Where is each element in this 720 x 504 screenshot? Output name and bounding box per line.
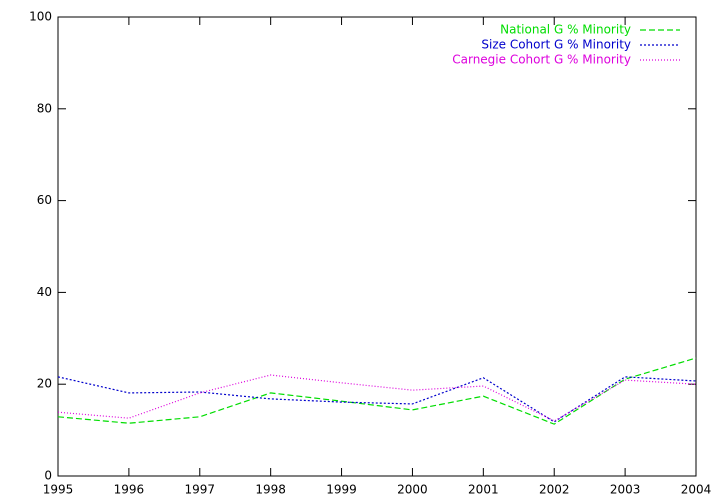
x-tick-label: 2003 [610,483,641,497]
legend-label: Size Cohort G % Minority [481,38,631,52]
x-tick-label: 1998 [255,483,286,497]
y-tick-label: 100 [29,10,52,24]
x-tick-label: 1999 [326,483,357,497]
y-tick-label: 20 [37,377,52,391]
x-tick-label: 2000 [397,483,428,497]
series-line [57,376,697,423]
legend-label: Carnegie Cohort G % Minority [452,53,631,67]
y-tick-label: 80 [37,101,52,115]
legend-label: National G % Minority [500,23,631,37]
plot-frame [57,16,697,477]
x-tick-label: 2004 [681,483,712,497]
series-line [57,374,697,422]
y-tick-label: 0 [44,469,52,483]
x-tick-label: 1995 [43,483,74,497]
series-line [57,357,697,425]
x-tick-label: 1997 [185,483,216,497]
y-tick-label: 40 [37,285,52,299]
x-tick-label: 2002 [539,483,570,497]
x-tick-label: 2001 [468,483,499,497]
x-tick-label: 1996 [114,483,145,497]
y-tick-label: 60 [37,193,52,207]
